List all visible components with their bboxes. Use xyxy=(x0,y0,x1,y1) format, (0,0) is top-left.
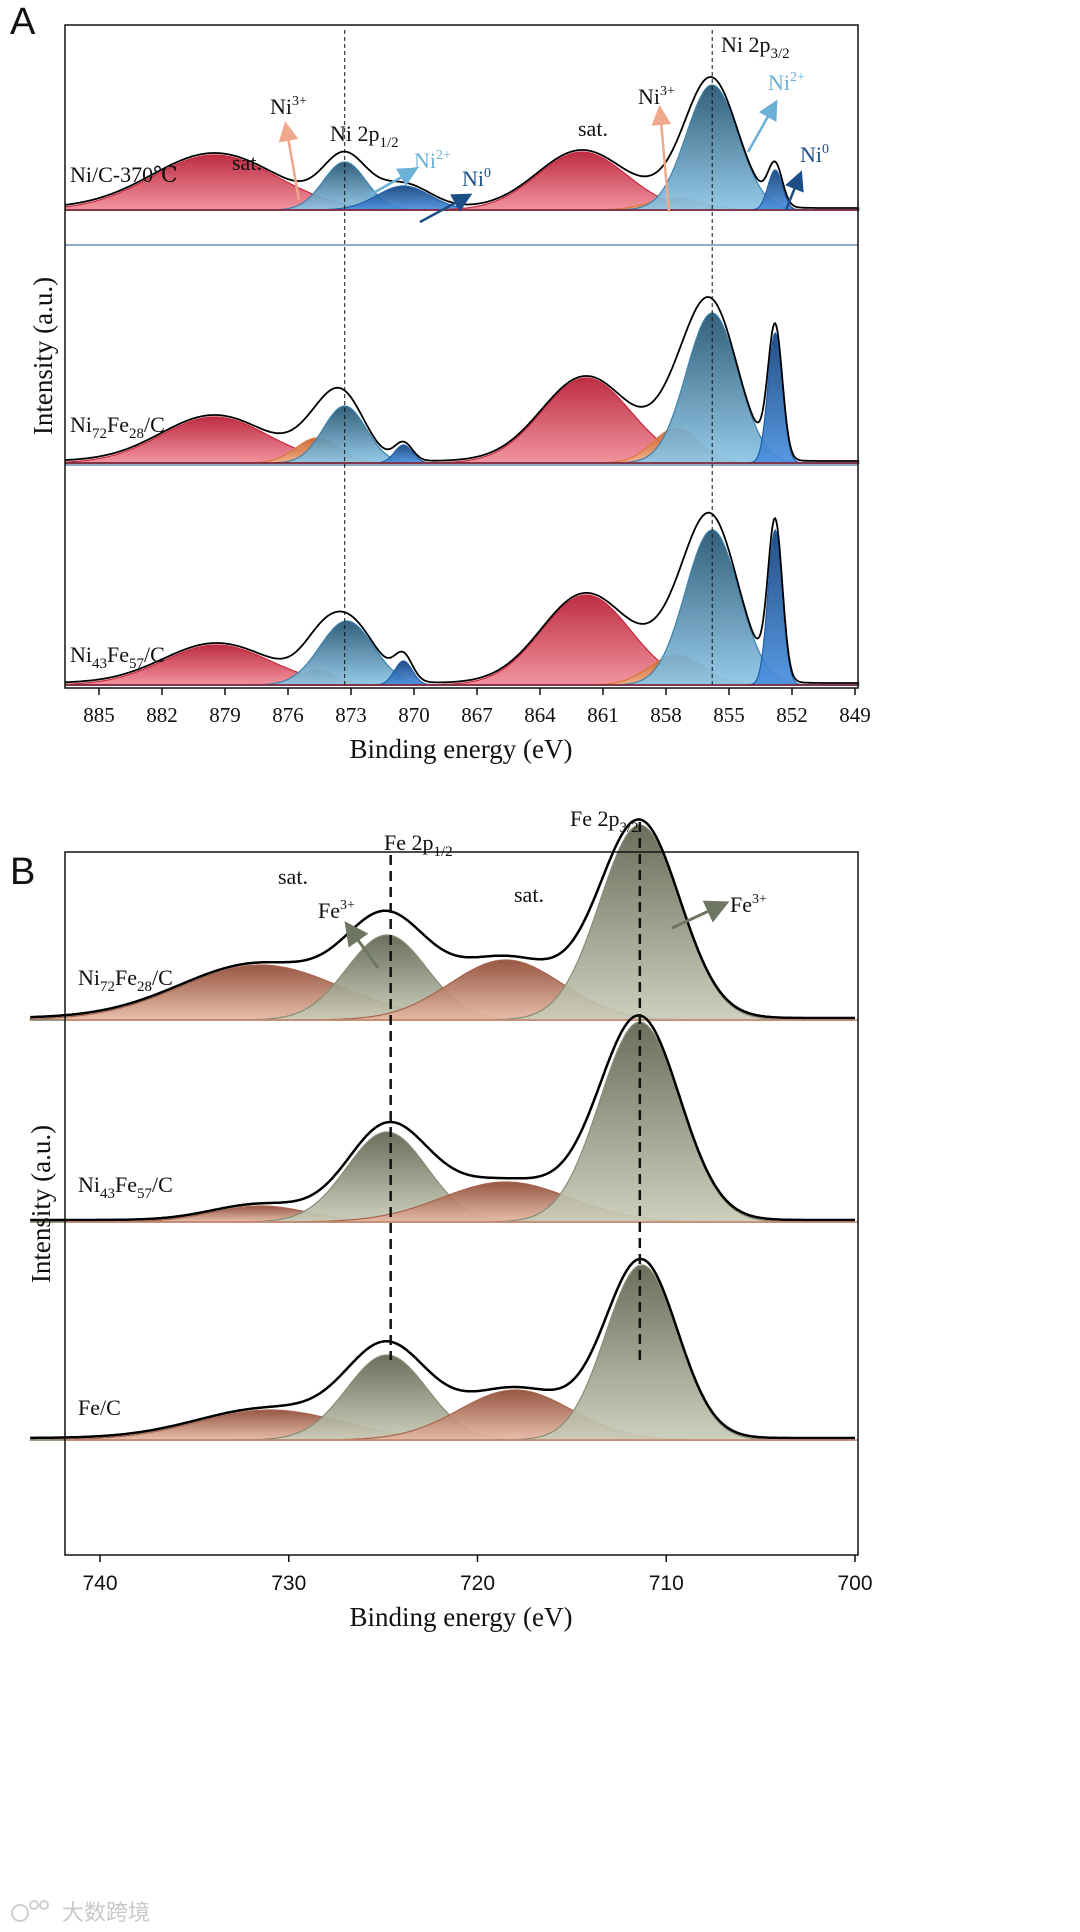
panel-b-ylabel: Intensity (a.u.) xyxy=(26,1125,56,1283)
sample-label-part: 57 xyxy=(137,1186,153,1202)
annotation-ni2: Ni2+ xyxy=(414,148,451,173)
sample-label-part: Fe xyxy=(107,412,129,437)
x-tick-label: 858 xyxy=(650,703,682,727)
annotation-ni-2p32: Ni 2p3/2 xyxy=(721,32,790,62)
sample-label: Ni43Fe57/C xyxy=(70,642,165,672)
sample-label-part: Fe/C xyxy=(78,1395,121,1420)
panel-letter-b: B xyxy=(10,851,35,893)
envelope-line xyxy=(30,1014,855,1222)
annotation-ni0: Ni0 xyxy=(800,142,829,167)
x-tick-label: 870 xyxy=(398,703,430,727)
sample-label: Ni72Fe28/C xyxy=(70,412,165,442)
annotation-fe-2p12: Fe 2p1/2 xyxy=(384,830,453,860)
sample-label-part: Ni xyxy=(78,1172,100,1197)
watermark: 大数跨境 xyxy=(62,1900,150,1925)
watermark-logo-icon xyxy=(11,1900,49,1922)
sample-label: Ni72Fe28/C xyxy=(78,965,173,995)
envelope-line xyxy=(65,511,860,684)
envelope-line xyxy=(30,1257,855,1440)
annotation-sat: sat. xyxy=(514,882,544,907)
annotation-sat: sat. xyxy=(578,116,608,141)
sample-label-part: 72 xyxy=(92,426,107,442)
sample-label-part: 28 xyxy=(129,426,144,442)
x-tick-label: 720 xyxy=(460,1572,495,1595)
spectrum: Ni72Fe28/C xyxy=(64,296,860,464)
sample-label-part: /C xyxy=(152,965,173,990)
sample-label-part: /C xyxy=(152,1172,173,1197)
sample-label: Fe/C xyxy=(78,1395,121,1420)
arrow-icon xyxy=(671,900,730,930)
annotation-fe-2p32: Fe 2p3/2 xyxy=(570,806,639,836)
arrow-icon xyxy=(278,121,301,201)
arrow-icon xyxy=(651,105,672,213)
annotation-sat: sat. xyxy=(232,150,262,175)
spectrum: Ni43Fe57/C xyxy=(64,511,860,686)
x-tick-label: 740 xyxy=(82,1572,117,1595)
sample-label: Ni/C-370℃ xyxy=(70,162,178,187)
spectrum: Ni72Fe28/C xyxy=(29,818,858,1021)
arrow-icon xyxy=(367,167,419,198)
x-tick-label: 852 xyxy=(776,703,808,727)
annotation-fe3: Fe3+ xyxy=(318,898,355,923)
x-tick-label: 879 xyxy=(209,703,241,727)
annotation-fe3: Fe3+ xyxy=(730,892,767,917)
plot-frame xyxy=(64,851,859,1556)
annotation-ni3: Ni3+ xyxy=(638,84,675,109)
x-tick-label: 885 xyxy=(83,703,115,727)
spectrum: Ni43Fe57/C xyxy=(30,1014,858,1223)
spectrum: Fe/C xyxy=(29,1257,858,1441)
sample-label-part: Ni xyxy=(78,965,100,990)
sample-label-part: Fe xyxy=(115,1172,137,1197)
x-tick-label: 700 xyxy=(837,1572,872,1595)
x-tick-label: 873 xyxy=(335,703,367,727)
sample-label: Ni43Fe57/C xyxy=(78,1172,173,1202)
annotation-sat: sat. xyxy=(278,864,308,889)
panel-b-xlabel: Binding energy (eV) xyxy=(350,1602,573,1632)
sample-label-part: Fe xyxy=(107,642,129,667)
sample-label-part: 28 xyxy=(137,979,152,995)
x-tick-label: 849 xyxy=(839,703,871,727)
panel-a-ylabel: Intensity (a.u.) xyxy=(28,277,58,435)
x-tick-label: 882 xyxy=(146,703,178,727)
x-tick-label: 867 xyxy=(461,703,493,727)
sample-label-part: 43 xyxy=(100,1186,115,1202)
sample-label-part: /C xyxy=(144,412,165,437)
arrow-icon xyxy=(784,170,804,211)
x-tick-label: 864 xyxy=(524,703,556,727)
panel-a-xlabel: Binding energy (eV) xyxy=(350,734,573,764)
sample-label-part: Fe xyxy=(115,965,137,990)
x-tick-label: 876 xyxy=(272,703,304,727)
sample-label-part: Ni xyxy=(70,412,92,437)
sample-label-part: 72 xyxy=(100,979,115,995)
arrow-icon xyxy=(419,193,473,224)
x-tick-label: 861 xyxy=(587,703,619,727)
annotation-ni3: Ni3+ xyxy=(270,94,307,119)
plot-frame xyxy=(64,24,859,689)
x-tick-label: 730 xyxy=(271,1572,306,1595)
annotation-ni-2p12: Ni 2p1/2 xyxy=(330,121,399,151)
arrow-icon xyxy=(344,921,380,969)
annotation-ni0: Ni0 xyxy=(462,166,491,191)
sample-label-part: Ni/C-370℃ xyxy=(70,162,178,187)
sample-label-part: 43 xyxy=(92,656,107,672)
x-tick-label: 710 xyxy=(649,1572,684,1595)
envelope-line xyxy=(30,818,855,1020)
sample-label-part: /C xyxy=(144,642,165,667)
x-tick-label: 855 xyxy=(713,703,745,727)
arrow-icon xyxy=(746,99,778,153)
sample-label-part: Ni xyxy=(70,642,92,667)
annotation-ni2: Ni2+ xyxy=(768,70,805,95)
envelope-line xyxy=(65,296,860,462)
panel-letter-a: A xyxy=(10,1,36,43)
sample-label-part: 57 xyxy=(129,656,145,672)
panel-b-annotations: sat. sat. Fe3+ Fe3+ Fe 2p1/2 Fe 2p3/2 xyxy=(278,806,767,969)
panel-a-annotations: sat. sat. Ni3+ Ni3+ Ni 2p1/2 Ni 2p3/2 Ni… xyxy=(232,32,829,224)
